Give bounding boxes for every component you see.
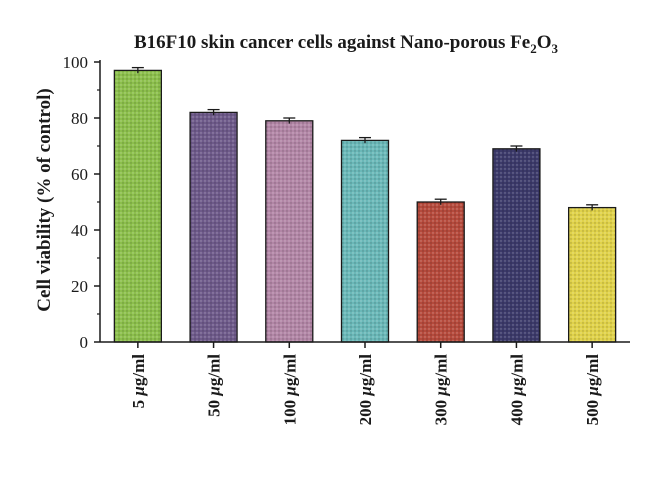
chart-title: B16F10 skin cancer cells against Nano-po… — [134, 32, 558, 56]
x-tick-label: 400 μg/ml — [507, 354, 526, 426]
bars — [113, 66, 617, 343]
x-tick-label: 300 μg/ml — [432, 354, 451, 426]
x-axis-labels: 5 μg/ml 50 μg/ml 100 μg/ml 200 μg/ml 300 μg/… — [129, 342, 602, 425]
y-tick-label: 80 — [71, 109, 88, 128]
y-axis-ticks: 0 20 40 60 80 100 — [63, 53, 100, 352]
y-tick-label: 60 — [71, 165, 88, 184]
x-tick-label: 100 μg/ml — [280, 354, 299, 426]
bar — [265, 120, 314, 343]
x-tick-label: 200 μg/ml — [356, 354, 375, 426]
bar — [492, 148, 541, 343]
y-tick-label: 100 — [63, 53, 89, 72]
bar — [340, 139, 390, 343]
x-tick-label: 500 μg/ml — [583, 354, 602, 426]
y-tick-label: 20 — [71, 277, 88, 296]
y-tick-label: 0 — [80, 333, 89, 352]
x-tick-label: 50 μg/ml — [205, 354, 224, 417]
bar — [113, 69, 163, 343]
y-axis-label: Cell viability (% of control) — [34, 88, 55, 311]
bar — [189, 111, 238, 343]
x-tick-label: 5 μg/ml — [129, 354, 148, 409]
bar — [416, 201, 465, 343]
y-tick-label: 40 — [71, 221, 88, 240]
bar — [567, 206, 617, 343]
